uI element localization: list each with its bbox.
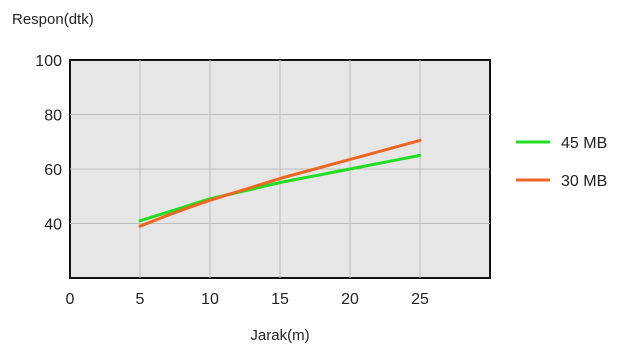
x-tick-label: 15 — [271, 291, 289, 308]
x-axis-ticks: 0 5 10 15 20 25 — [66, 291, 429, 308]
x-tick-label: 0 — [66, 291, 75, 308]
series-line-2 — [138, 138, 422, 228]
legend-label: 45 MB — [561, 135, 607, 152]
series-lines — [138, 138, 422, 228]
x-tick-label: 5 — [136, 291, 145, 308]
legend-label: 30 MB — [561, 173, 607, 190]
x-tick-label: 10 — [201, 291, 219, 308]
grid-lines — [70, 60, 490, 278]
y-tick-label: 100 — [35, 53, 62, 70]
y-tick-label: 40 — [44, 217, 62, 234]
y-axis-label: Respon(dtk) — [12, 11, 94, 28]
x-tick-label: 25 — [411, 291, 429, 308]
y-tick-label: 60 — [44, 162, 62, 179]
x-tick-label: 20 — [341, 291, 359, 308]
series-line-1 — [138, 153, 422, 223]
y-tick-label: 80 — [44, 108, 62, 125]
legend: 45 MB 30 MB — [516, 135, 607, 190]
y-axis-ticks: 40 60 80 100 — [35, 53, 62, 234]
x-axis-label: Jarak(m) — [250, 327, 309, 344]
